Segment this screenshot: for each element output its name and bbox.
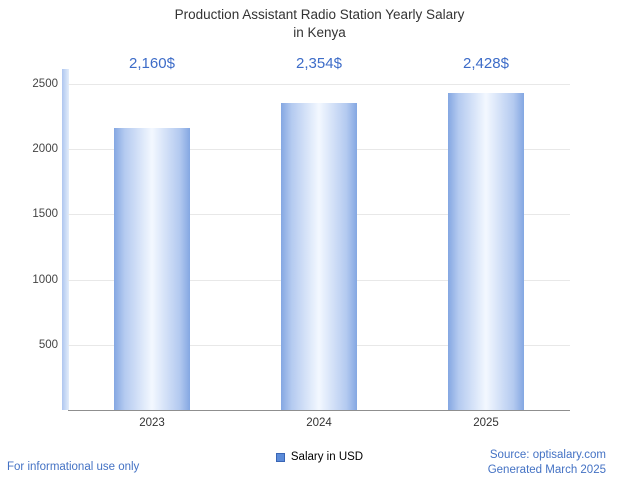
legend: Salary in USD bbox=[0, 451, 639, 463]
value-label-2024: 2,354$ bbox=[296, 55, 342, 72]
x-axis-line bbox=[68, 410, 570, 411]
legend-swatch-icon bbox=[275, 452, 285, 462]
y-tick-label: 1500 bbox=[32, 208, 58, 220]
value-label-2023: 2,160$ bbox=[129, 55, 175, 72]
generated-date: Generated March 2025 bbox=[487, 464, 606, 477]
source-link[interactable]: Source: optisalary.com bbox=[489, 449, 606, 461]
x-tick-label-2025: 2025 bbox=[473, 417, 499, 429]
legend-label: Salary in USD bbox=[290, 451, 364, 463]
bar-2025[interactable] bbox=[448, 93, 524, 410]
chart-title-line2: in Kenya bbox=[293, 24, 346, 40]
chart-title-line1: Production Assistant Radio Station Yearl… bbox=[174, 7, 465, 22]
x-tick-label-2024: 2024 bbox=[306, 417, 332, 429]
value-label-2025: 2,428$ bbox=[463, 55, 509, 72]
gridline-2500 bbox=[68, 84, 570, 85]
source-block: Source: optisalary.com Generated March 2… bbox=[488, 448, 606, 478]
x-tick-label-2023: 2023 bbox=[139, 417, 165, 429]
y-tick-label: 2500 bbox=[32, 78, 58, 90]
chart-title: Production Assistant Radio Station Yearl… bbox=[0, 6, 639, 41]
y-axis-band bbox=[62, 69, 69, 410]
y-tick-label: 500 bbox=[38, 339, 58, 351]
bar-2023[interactable] bbox=[114, 128, 190, 410]
disclaimer-text: For informational use only bbox=[7, 461, 140, 473]
bar-2024[interactable] bbox=[281, 103, 357, 410]
y-tick-label: 2000 bbox=[32, 143, 58, 155]
y-tick-label: 1000 bbox=[32, 274, 58, 286]
